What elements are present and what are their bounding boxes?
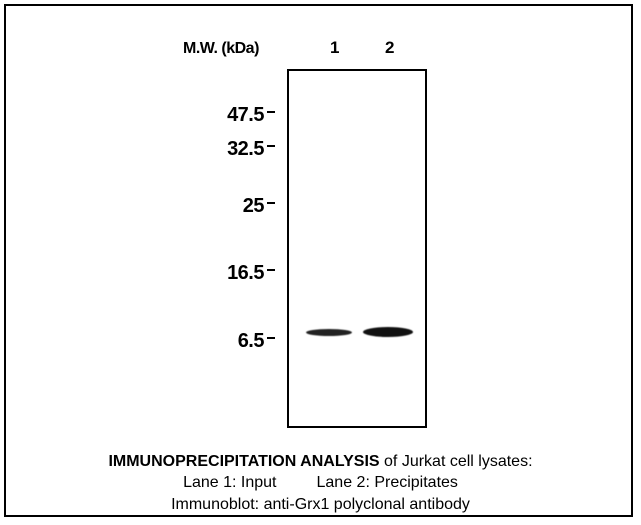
marker-32-5: 32.5 xyxy=(227,138,275,161)
marker-tick xyxy=(267,202,275,204)
caption-title: IMMUNOPRECIPITATION ANALYSIS xyxy=(108,453,380,470)
marker-16-5: 16.5 xyxy=(227,262,275,285)
lane-2-label: 2 xyxy=(385,38,394,57)
marker-32-5-label: 32.5 xyxy=(227,138,264,160)
caption-line-2: Lane 1: Input Lane 2: Precipitates xyxy=(0,472,641,493)
marker-tick xyxy=(267,111,275,113)
caption-lane-2: Lane 2: Precipitates xyxy=(316,474,458,491)
marker-tick xyxy=(267,337,275,339)
caption-title-rest: of Jurkat cell lysates: xyxy=(379,453,533,470)
marker-6-5-label: 6.5 xyxy=(237,330,265,352)
lane-2-band xyxy=(363,327,413,337)
marker-tick xyxy=(267,269,275,271)
caption-lane-1: Lane 1: Input xyxy=(183,474,277,491)
marker-47-5: 47.5 xyxy=(227,104,275,127)
caption-line-1: IMMUNOPRECIPITATION ANALYSIS of Jurkat c… xyxy=(0,451,641,472)
marker-25-label: 25 xyxy=(242,195,265,217)
figure-frame xyxy=(4,4,633,517)
marker-16-5-label: 16.5 xyxy=(227,262,264,284)
marker-tick xyxy=(267,145,275,147)
marker-47-5-label: 47.5 xyxy=(227,104,264,126)
mw-axis-label: M.W. (kDa) xyxy=(183,40,259,57)
western-blot-panel xyxy=(287,69,427,428)
marker-6-5: 6.5 xyxy=(238,330,275,353)
lane-1-label: 1 xyxy=(330,38,339,57)
marker-25: 25 xyxy=(243,195,275,218)
lane-1-band xyxy=(306,329,352,336)
caption-line-3: Immunoblot: anti-Grx1 polyclonal antibod… xyxy=(171,496,470,513)
